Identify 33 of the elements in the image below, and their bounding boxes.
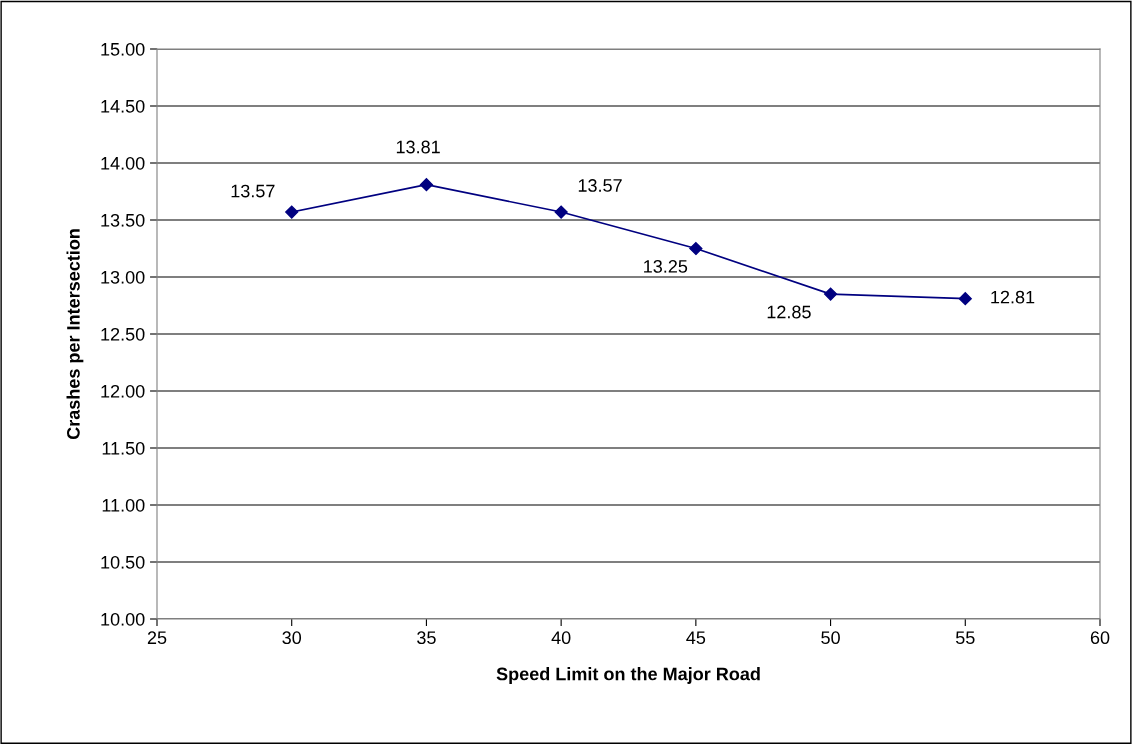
data-label: 13.57 (578, 179, 622, 192)
x-tick-label: 45 (686, 631, 706, 645)
data-label: 13.25 (644, 260, 688, 273)
y-tick-label: 12.50 (101, 327, 145, 341)
point (285, 205, 299, 219)
y-tick-label: 15.00 (101, 42, 145, 56)
y-tick-label: 11.50 (102, 441, 145, 455)
data-label: 13.57 (231, 184, 275, 198)
y-tick-label: 10.00 (101, 612, 145, 626)
x-tick-label: 25 (147, 631, 167, 645)
x-tick-label: 40 (551, 631, 571, 645)
point (958, 292, 972, 306)
x-tick-label: 60 (1090, 631, 1110, 645)
point (554, 205, 568, 219)
point (689, 241, 703, 256)
y-tick-label: 13.00 (101, 270, 145, 284)
y-tick-label: 12.00 (101, 384, 145, 398)
y-tick-label: 10.50 (101, 555, 145, 569)
y-tick-label: 11.00 (102, 498, 145, 512)
x-axis-title: Speed Limit on the Major Road (496, 667, 760, 684)
y-tick-label: 13.50 (101, 213, 145, 227)
point (823, 287, 838, 301)
x-tick-label: 35 (417, 631, 436, 645)
x-tick-label: 50 (821, 631, 840, 645)
point (419, 178, 434, 192)
y-tick-label: 14.50 (101, 99, 145, 113)
data-label: 12.85 (767, 305, 811, 319)
y-tick-label: 14.00 (101, 156, 145, 170)
x-tick-label: 30 (282, 631, 302, 645)
data-label: 13.81 (396, 140, 440, 154)
x-tick-label: 55 (955, 631, 975, 645)
data-label: 12.81 (991, 290, 1035, 304)
y-axis-title: Crashes per Intersection (66, 229, 84, 440)
